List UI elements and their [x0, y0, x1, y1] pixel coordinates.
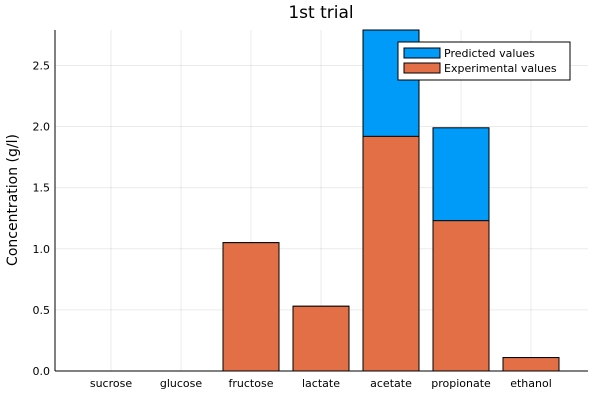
axes: [54, 30, 588, 372]
x-tick-label: sucrose: [90, 377, 132, 390]
y-tick-label: 2.5: [33, 59, 51, 72]
legend-label-predicted: Predicted values: [444, 47, 535, 60]
bar-experimental-lactate: [292, 305, 350, 372]
y-tick-label: 1.5: [33, 182, 51, 195]
bar-experimental-ethanol: [502, 357, 560, 372]
legend-swatch-predicted: [403, 47, 441, 59]
legend-swatch-experimental: [403, 62, 441, 74]
legend: Predicted values Experimental values: [397, 41, 571, 81]
x-tick-label: ethanol: [510, 377, 552, 390]
legend-label-experimental: Experimental values: [444, 62, 557, 75]
bar-experimental-propionate: [432, 220, 490, 372]
x-tick-label: propionate: [431, 377, 491, 390]
bar-experimental-fructose: [222, 242, 280, 372]
x-tick-label: acetate: [370, 377, 412, 390]
bars: [222, 29, 560, 372]
y-tick-label: 0.0: [33, 365, 51, 378]
x-ticks: sucrose glucose fructose lactate acetate prop…: [90, 377, 552, 390]
y-axis-label: Concentration (g/l): [5, 134, 21, 266]
y-tick-label: 0.5: [33, 304, 51, 317]
y-tick-label: 1.0: [33, 243, 51, 256]
x-tick-label: lactate: [302, 377, 340, 390]
chart-title: 1st trial: [288, 3, 353, 23]
y-ticks: 0.0 0.5 1.0 1.5 2.0 2.5: [33, 59, 51, 378]
x-tick-label: glucose: [160, 377, 203, 390]
bar-experimental-acetate: [362, 135, 420, 372]
y-tick-label: 2.0: [33, 121, 51, 134]
x-tick-label: fructose: [229, 377, 274, 390]
